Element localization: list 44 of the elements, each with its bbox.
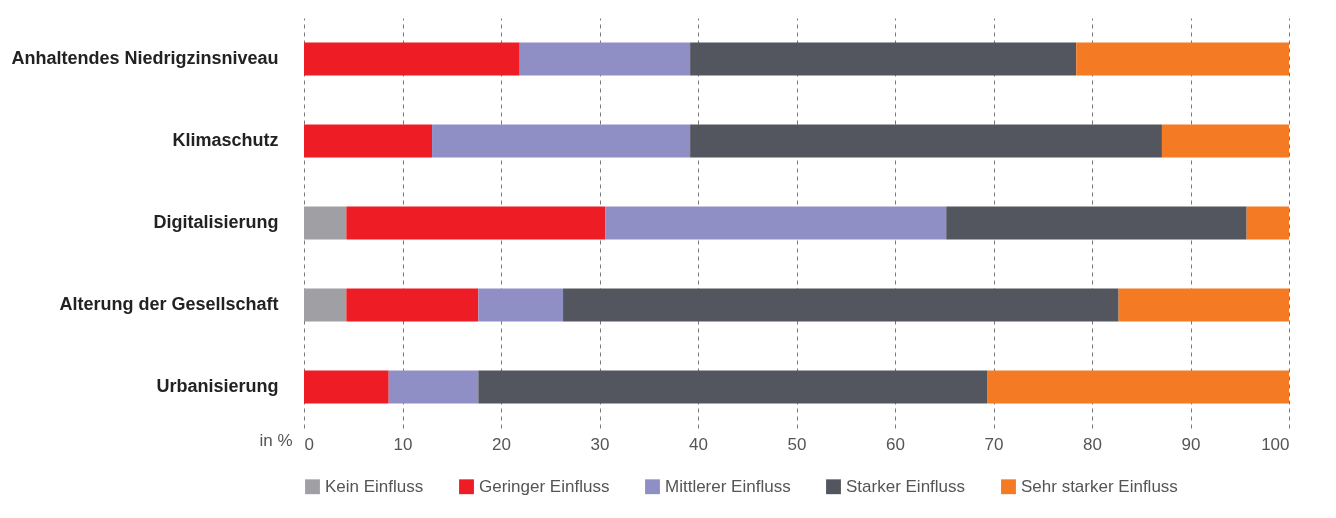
bar <box>478 288 564 322</box>
y-tick-label: Klimaschutz <box>172 130 279 150</box>
x-tick-label: 70 <box>984 434 1004 454</box>
y-tick-label: Urbanisierung <box>156 376 279 396</box>
bar <box>304 124 433 158</box>
legend-label: Sehr starker Einfluss <box>1021 476 1178 496</box>
bar <box>987 370 1289 404</box>
bar <box>432 124 691 158</box>
x-tick-label: 30 <box>590 434 610 454</box>
bar <box>1161 124 1289 158</box>
legend-label: Geringer Einfluss <box>479 476 610 496</box>
bar <box>346 288 479 322</box>
bar <box>519 42 691 76</box>
bar <box>304 370 389 404</box>
x-tick-label: 60 <box>886 434 905 454</box>
bar <box>304 288 347 322</box>
legend-label: Mittlerer Einfluss <box>665 476 791 496</box>
bar <box>946 206 1247 240</box>
bar <box>690 124 1162 158</box>
bar <box>346 206 606 240</box>
bar <box>1118 288 1289 322</box>
bar <box>304 206 347 240</box>
bar <box>388 370 479 404</box>
x-tick-label: 10 <box>393 434 413 454</box>
x-axis-title: in % <box>259 430 293 450</box>
x-tick-label: 90 <box>1181 434 1201 454</box>
x-tick-label: 20 <box>492 434 511 454</box>
bar <box>304 42 520 76</box>
y-tick-label: Anhaltendes Niedrigzinsniveau <box>11 48 279 68</box>
bar <box>605 206 947 240</box>
bar <box>1076 42 1289 76</box>
y-tick-label: Alterung der Gesellschaft <box>59 294 279 314</box>
x-tick-label: 80 <box>1083 434 1102 454</box>
bar <box>563 288 1119 322</box>
bar <box>478 370 988 404</box>
legend-label: Starker Einfluss <box>846 476 966 496</box>
x-tick-label: 50 <box>787 434 807 454</box>
x-tick-label: 40 <box>689 434 708 454</box>
x-tick-label: 100 <box>1261 434 1290 454</box>
y-tick-label: Digitalisierung <box>153 212 279 232</box>
bar <box>1246 206 1289 240</box>
bar <box>690 42 1077 76</box>
legend-label: Kein Einfluss <box>325 476 424 496</box>
x-tick-label: 0 <box>304 434 314 454</box>
